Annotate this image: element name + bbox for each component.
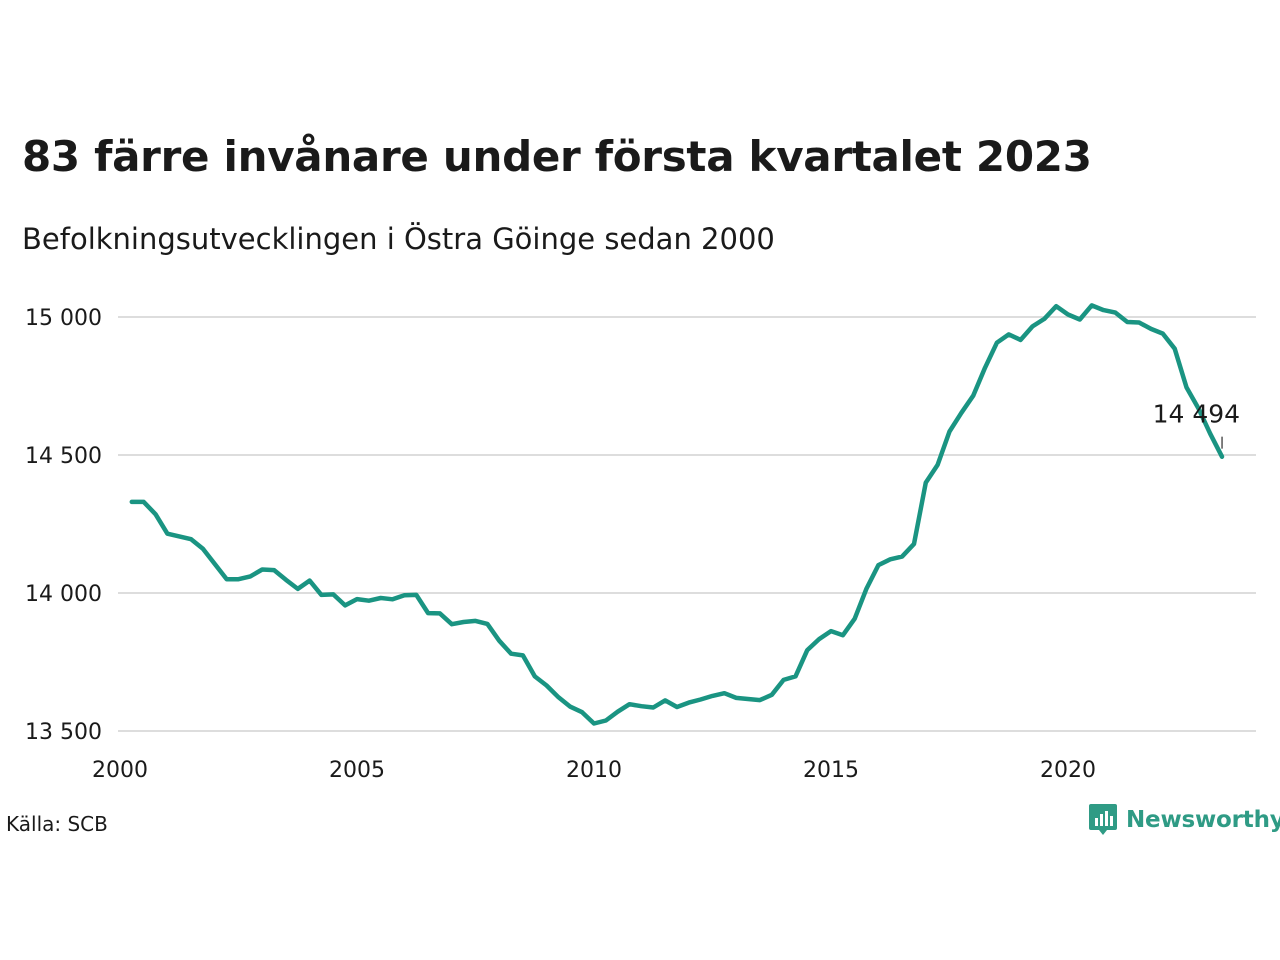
chart-subtitle: Befolkningsutvecklingen i Östra Göinge s… — [22, 222, 775, 256]
brand-logo: Newsworthy — [1088, 803, 1280, 837]
x-tick-label: 2020 — [1040, 758, 1096, 783]
annotation-label: 14 494 — [1153, 400, 1240, 429]
series-line — [129, 303, 1225, 726]
y-tick-label: 14 000 — [25, 582, 102, 607]
x-tick-label: 2000 — [92, 758, 148, 783]
source-label: Källa: SCB — [6, 812, 108, 836]
x-tick-label: 2010 — [566, 758, 622, 783]
brand-name: Newsworthy — [1126, 807, 1280, 833]
chart-title: 83 färre invånare under första kvartalet… — [22, 132, 1092, 181]
x-tick-label: 2015 — [803, 758, 859, 783]
y-tick-label: 15 000 — [25, 306, 102, 331]
bar-chart-icon — [1089, 804, 1117, 835]
y-tick-label: 14 500 — [25, 444, 102, 469]
x-tick-label: 2005 — [329, 758, 385, 783]
y-tick-label: 13 500 — [25, 720, 102, 745]
line-chart: 13 500 14 000 14 500 15 000 2000 2005 2010 2015… — [25, 303, 1256, 783]
